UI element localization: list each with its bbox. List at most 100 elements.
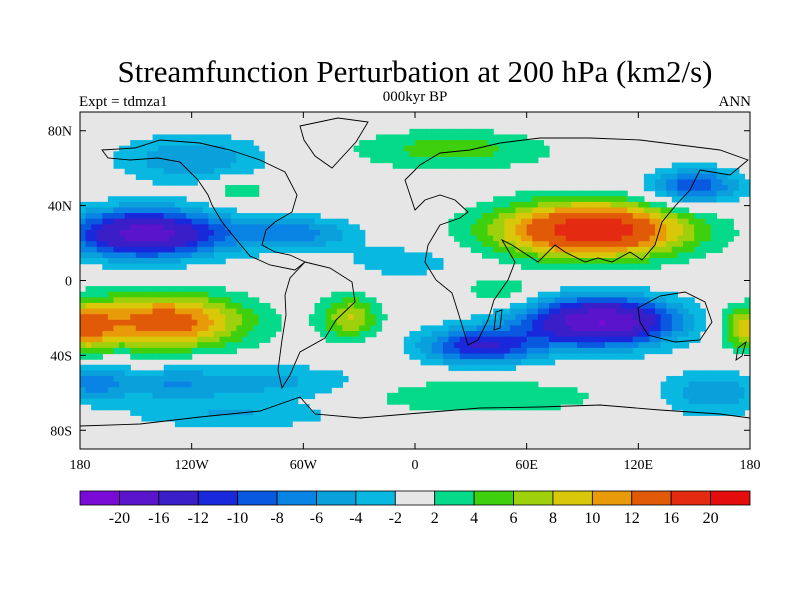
field-cell — [91, 387, 98, 394]
field-cell — [113, 392, 120, 400]
field-cell — [627, 263, 634, 270]
field-cell — [588, 291, 595, 298]
field-cell — [543, 190, 550, 197]
field-cell — [264, 375, 271, 383]
field-cell — [677, 375, 684, 383]
field-cell — [158, 218, 165, 225]
field-cell — [722, 218, 729, 225]
field-cell — [214, 229, 221, 237]
field-cell — [359, 325, 366, 332]
field-cell — [169, 258, 176, 265]
field-cell — [509, 235, 517, 242]
field-cell — [174, 347, 182, 355]
field-cell — [643, 173, 651, 180]
field-cell — [197, 297, 204, 304]
field-cell — [247, 218, 254, 225]
field-cell — [314, 319, 321, 327]
field-cell — [135, 387, 143, 394]
field-cell — [292, 229, 299, 237]
field-cell — [169, 381, 176, 388]
field-cell — [253, 156, 260, 164]
field-cell — [107, 241, 115, 248]
field-cell — [627, 325, 634, 332]
field-cell — [638, 286, 645, 293]
field-cell — [532, 297, 539, 304]
field-cell — [532, 156, 539, 164]
field-cell — [403, 140, 411, 147]
field-cell — [241, 168, 249, 175]
field-cell — [292, 398, 299, 405]
field-cell — [610, 252, 617, 259]
field-cell — [616, 229, 623, 237]
field-cell — [96, 246, 103, 254]
field-cell — [180, 235, 187, 242]
field-cell — [504, 156, 511, 164]
field-cell — [560, 392, 567, 400]
field-cell — [521, 381, 528, 388]
field-cell — [493, 213, 500, 220]
field-cell — [487, 246, 494, 254]
field-cell — [314, 325, 321, 332]
field-cell — [130, 168, 137, 175]
field-cell — [504, 398, 511, 405]
field-cell — [509, 347, 517, 355]
field-cell — [219, 398, 226, 405]
field-cell — [599, 207, 606, 214]
field-cell — [537, 201, 545, 209]
field-cell — [521, 235, 528, 242]
field-cell — [208, 246, 215, 254]
field-cell — [409, 336, 416, 343]
field-cell — [230, 213, 237, 220]
field-cell — [498, 342, 505, 349]
field-cell — [348, 241, 355, 248]
field-cell — [375, 246, 383, 254]
field-cell — [241, 415, 249, 422]
field-cell — [549, 235, 556, 242]
field-cell — [482, 331, 489, 338]
field-cell — [135, 342, 143, 349]
field-cell — [202, 218, 210, 225]
field-cell — [169, 196, 176, 203]
field-cell — [560, 286, 567, 293]
field-cell — [264, 302, 271, 310]
field-cell — [119, 375, 126, 383]
field-cell — [560, 325, 567, 332]
field-cell — [660, 381, 667, 388]
field-cell — [163, 224, 170, 231]
field-cell — [113, 297, 120, 304]
field-cell — [152, 235, 159, 242]
field-cell — [459, 134, 466, 141]
field-cell — [152, 196, 159, 203]
field-cell — [225, 387, 232, 394]
field-cell — [699, 381, 706, 388]
field-cell — [543, 319, 550, 327]
field-cell — [521, 151, 528, 158]
field-cell — [286, 364, 293, 371]
field-cell — [163, 291, 170, 298]
field-cell — [174, 246, 182, 254]
field-cell — [158, 308, 165, 315]
field-cell — [113, 201, 120, 209]
field-cell — [236, 140, 243, 147]
field-cell — [688, 229, 695, 237]
field-cell — [96, 404, 103, 411]
field-cell — [253, 392, 260, 400]
field-cell — [275, 235, 282, 242]
field-cell — [375, 156, 383, 164]
field-cell — [314, 224, 321, 231]
field-cell — [375, 151, 383, 158]
field-cell — [253, 246, 260, 254]
colorbar-label: 12 — [624, 510, 640, 527]
field-cell — [85, 241, 92, 248]
field-cell — [677, 213, 684, 220]
field-cell — [604, 342, 612, 349]
field-cell — [593, 291, 600, 298]
field-cell — [571, 398, 578, 405]
field-cell — [348, 314, 355, 321]
field-cell — [710, 387, 718, 394]
field-cell — [186, 218, 193, 225]
field-cell — [504, 235, 511, 242]
field-cell — [509, 364, 517, 371]
field-cell — [476, 319, 483, 327]
field-cell — [470, 398, 478, 405]
